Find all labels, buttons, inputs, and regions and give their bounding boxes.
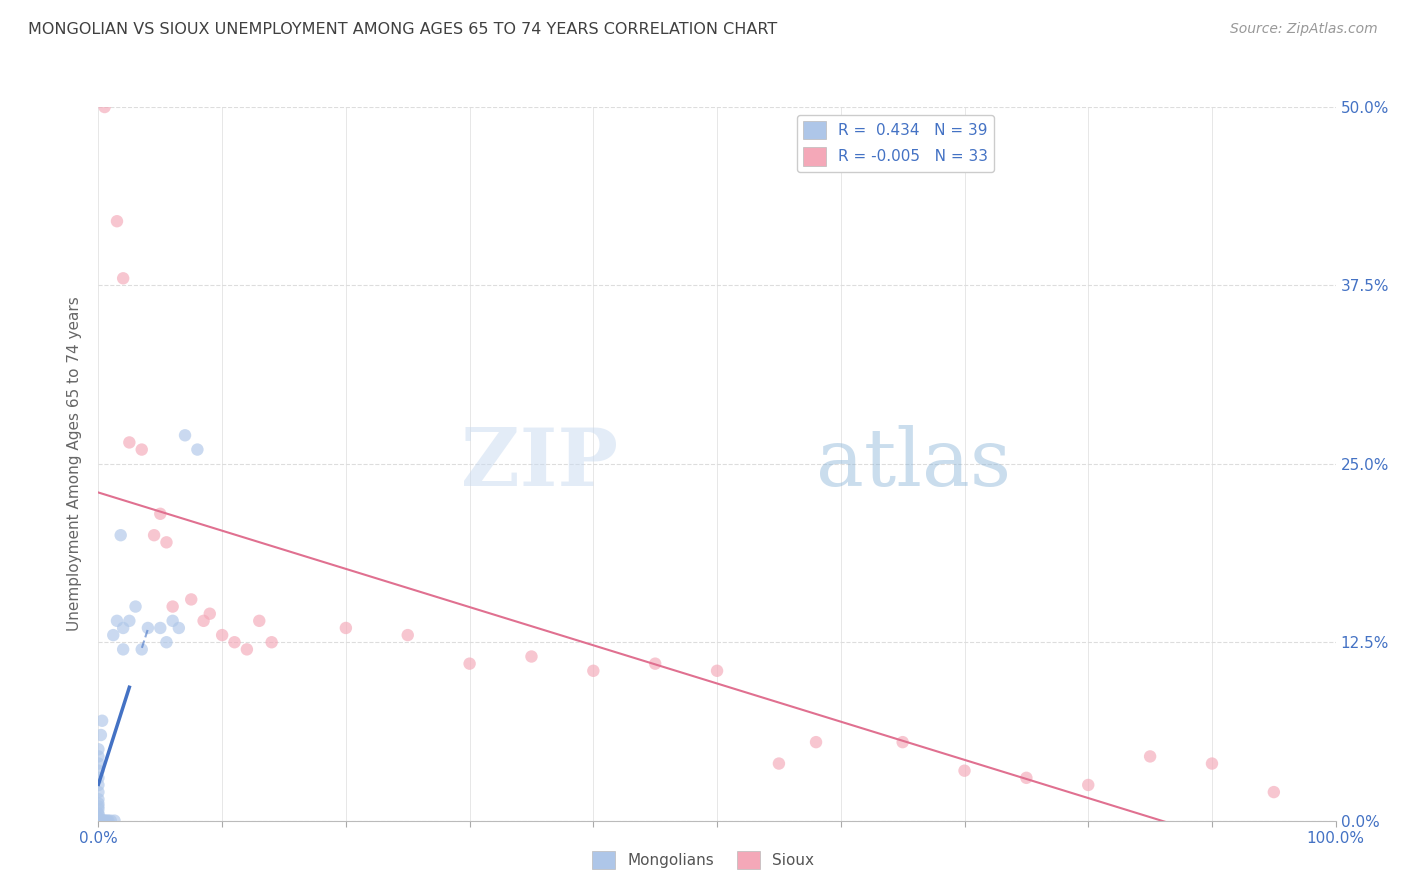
Point — [891, 735, 914, 749]
Point — [105, 614, 128, 628]
Legend: Mongolians, Sioux: Mongolians, Sioux — [586, 845, 820, 875]
Point — [180, 592, 202, 607]
Point — [87, 764, 110, 778]
Point — [87, 799, 110, 814]
Point — [124, 599, 146, 614]
Point — [143, 528, 166, 542]
Point — [105, 214, 128, 228]
Point — [162, 614, 184, 628]
Point — [174, 428, 197, 442]
Y-axis label: Unemployment Among Ages 65 to 74 years: Unemployment Among Ages 65 to 74 years — [67, 296, 83, 632]
Text: ZIP: ZIP — [461, 425, 619, 503]
Point — [396, 628, 419, 642]
Point — [953, 764, 976, 778]
Point — [1015, 771, 1038, 785]
Point — [93, 100, 115, 114]
Point — [93, 814, 115, 828]
Point — [186, 442, 208, 457]
Point — [103, 628, 125, 642]
Point — [131, 442, 153, 457]
Point — [149, 621, 172, 635]
Point — [155, 635, 177, 649]
Legend: R =  0.434   N = 39, R = -0.005   N = 33: R = 0.434 N = 39, R = -0.005 N = 33 — [797, 115, 994, 172]
Point — [136, 621, 159, 635]
Point — [97, 814, 120, 828]
Point — [131, 642, 153, 657]
Point — [87, 771, 110, 785]
Point — [96, 814, 118, 828]
Point — [582, 664, 605, 678]
Point — [335, 621, 357, 635]
Point — [93, 814, 115, 828]
Point — [118, 614, 141, 628]
Point — [155, 535, 177, 549]
Point — [198, 607, 221, 621]
Point — [768, 756, 790, 771]
Point — [1139, 749, 1161, 764]
Point — [260, 635, 283, 649]
Point — [91, 714, 114, 728]
Point — [87, 797, 110, 811]
Point — [87, 808, 110, 822]
Point — [236, 642, 259, 657]
Text: Source: ZipAtlas.com: Source: ZipAtlas.com — [1230, 22, 1378, 37]
Point — [1077, 778, 1099, 792]
Point — [87, 756, 110, 771]
Point — [458, 657, 481, 671]
Text: MONGOLIAN VS SIOUX UNEMPLOYMENT AMONG AGES 65 TO 74 YEARS CORRELATION CHART: MONGOLIAN VS SIOUX UNEMPLOYMENT AMONG AG… — [28, 22, 778, 37]
Point — [100, 814, 122, 828]
Point — [162, 599, 184, 614]
Point — [118, 435, 141, 450]
Point — [103, 814, 125, 828]
Text: atlas: atlas — [815, 425, 1011, 503]
Point — [706, 664, 728, 678]
Point — [520, 649, 543, 664]
Point — [224, 635, 246, 649]
Point — [87, 806, 110, 821]
Point — [87, 814, 110, 828]
Point — [112, 642, 135, 657]
Point — [87, 792, 110, 806]
Point — [90, 728, 112, 742]
Point — [87, 785, 110, 799]
Point — [112, 271, 135, 285]
Point — [1263, 785, 1285, 799]
Point — [1201, 756, 1223, 771]
Point — [87, 802, 110, 816]
Point — [110, 528, 132, 542]
Point — [87, 811, 110, 825]
Point — [112, 621, 135, 635]
Point — [247, 614, 270, 628]
Point — [87, 749, 110, 764]
Point — [87, 778, 110, 792]
Point — [644, 657, 666, 671]
Point — [93, 814, 115, 828]
Point — [193, 614, 215, 628]
Point — [87, 742, 110, 756]
Point — [211, 628, 233, 642]
Point — [167, 621, 190, 635]
Point — [804, 735, 827, 749]
Point — [149, 507, 172, 521]
